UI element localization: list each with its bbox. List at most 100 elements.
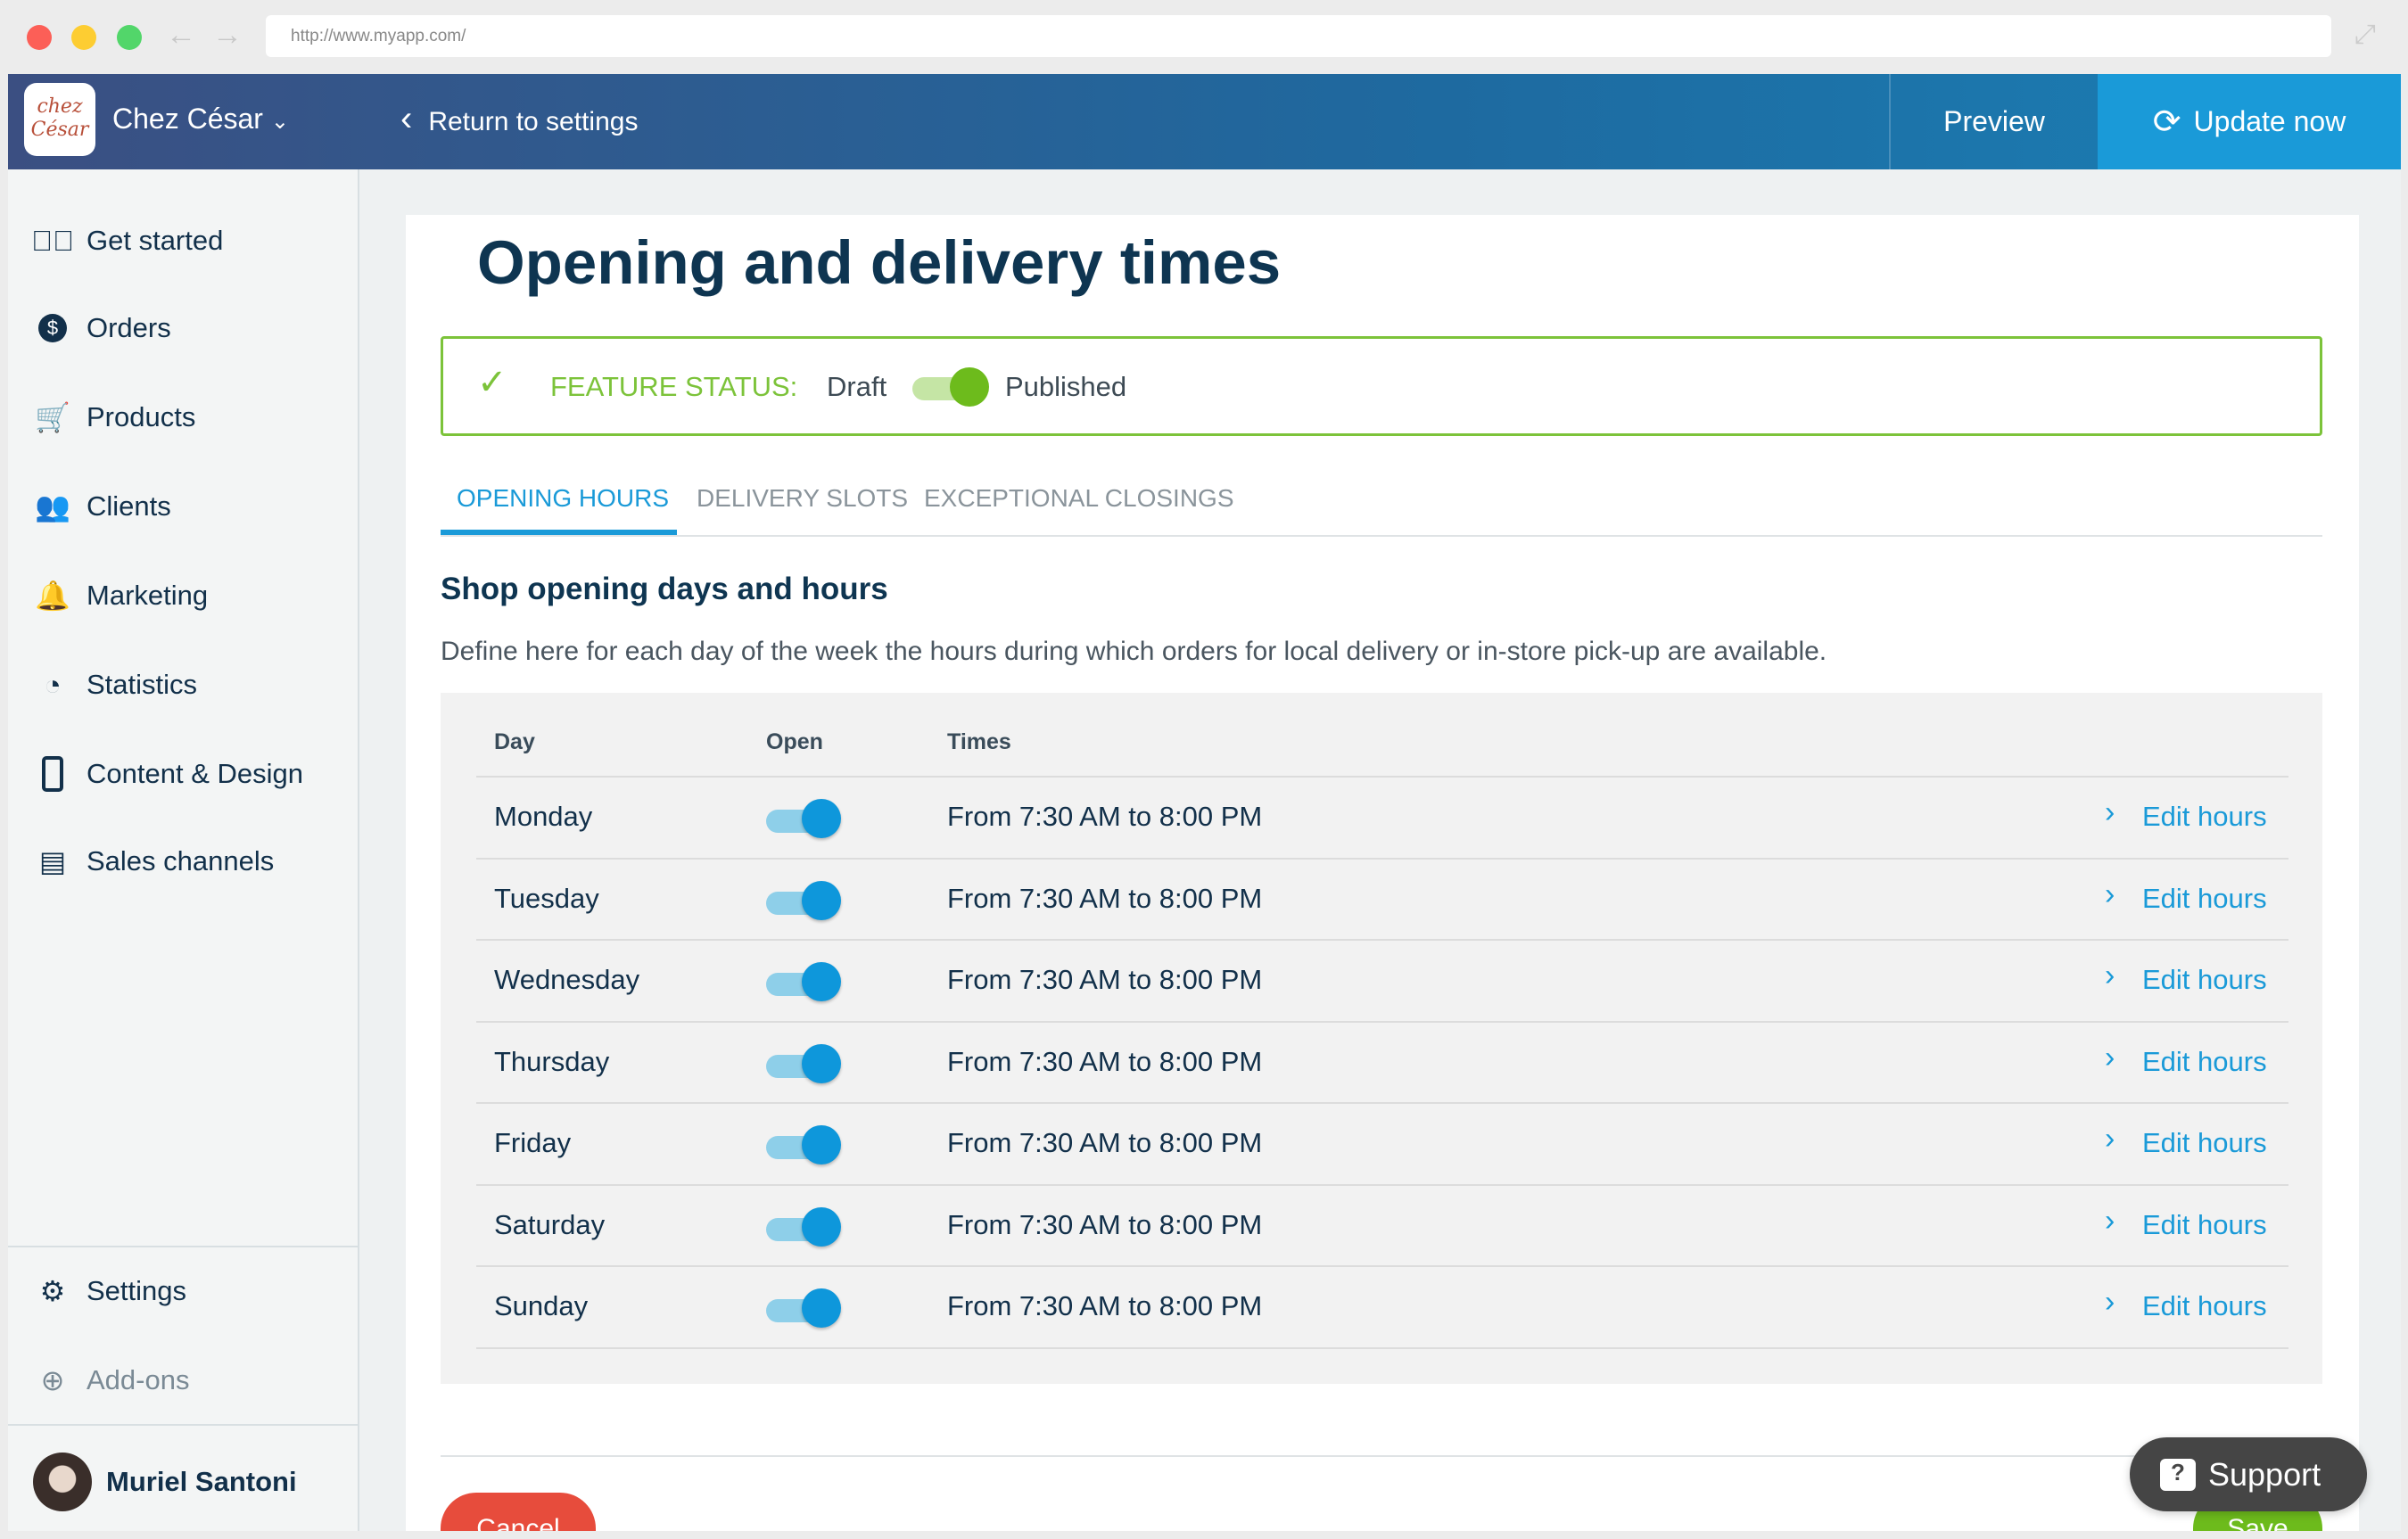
times-text: From 7:30 AM to 8:00 PM <box>947 1045 1263 1077</box>
tab-opening-hours[interactable]: OPENING HOURS <box>457 484 670 512</box>
page-title: Opening and delivery times <box>477 228 1282 297</box>
times-text: From 7:30 AM to 8:00 PM <box>947 1208 1263 1240</box>
store-icon: ▤ <box>38 845 67 877</box>
sidebar-item-marketing[interactable]: 🔔 Marketing <box>8 560 358 631</box>
times-text: From 7:30 AM to 8:00 PM <box>947 1290 1263 1321</box>
user-profile[interactable]: Muriel Santoni <box>8 1446 358 1518</box>
feature-status-box: ✓ FEATURE STATUS: Draft Published <box>441 336 2322 436</box>
check-circle-icon: ✓⃝ <box>31 224 74 257</box>
day-name: Saturday <box>494 1208 606 1240</box>
help-chat-icon: ? <box>2160 1458 2196 1491</box>
column-header-open: Open <box>766 729 823 754</box>
back-arrow-icon[interactable]: ← <box>166 18 196 52</box>
column-header-day: Day <box>494 729 535 754</box>
sidebar-item-clients[interactable]: 👥 Clients <box>8 471 358 542</box>
open-toggle[interactable] <box>766 1288 841 1328</box>
sidebar-item-label: Settings <box>87 1275 187 1306</box>
plus-circle-icon: ⊕ <box>40 1364 65 1396</box>
sidebar-item-label: Statistics <box>87 669 198 700</box>
cancel-button[interactable]: Cancel <box>441 1493 596 1531</box>
chevron-right-icon[interactable]: › <box>2105 1122 2115 1156</box>
sidebar-item-get-started[interactable]: ✓⃝ Get started <box>8 205 358 276</box>
sidebar-item-content-design[interactable]: Content & Design <box>8 738 358 810</box>
phone-icon <box>35 756 70 792</box>
return-to-settings-link[interactable]: ‹ Return to settings <box>400 99 638 139</box>
sidebar-item-sales-channels[interactable]: ▤ Sales channels <box>8 826 358 897</box>
preview-button[interactable]: Preview <box>1889 74 2098 169</box>
chevron-down-icon: ⌄ <box>270 110 289 134</box>
times-text: From 7:30 AM to 8:00 PM <box>947 801 1263 832</box>
feature-status-label: FEATURE STATUS: <box>550 371 798 402</box>
update-label: Update now <box>2193 105 2346 137</box>
sidebar-item-label: Content & Design <box>87 758 303 789</box>
sidebar-item-products[interactable]: 🛒 Products <box>8 382 358 453</box>
support-button[interactable]: ? Support <box>2130 1437 2367 1511</box>
tabs-divider <box>441 535 2322 537</box>
sidebar-item-settings[interactable]: ⚙ Settings <box>8 1255 358 1327</box>
table-bottom-border <box>476 1347 2288 1349</box>
chevron-right-icon[interactable]: › <box>2105 959 2115 992</box>
users-icon: 👥 <box>35 490 70 523</box>
open-toggle[interactable] <box>766 962 841 1001</box>
update-now-button[interactable]: ⟳ Update now <box>2098 74 2401 169</box>
open-toggle[interactable] <box>766 880 841 920</box>
chevron-right-icon[interactable]: › <box>2105 1285 2115 1319</box>
edit-hours-link[interactable]: Edit hours <box>2142 882 2267 914</box>
window-maximize-button[interactable] <box>117 25 142 50</box>
active-tab-indicator <box>441 530 677 535</box>
published-label: Published <box>1005 371 1127 402</box>
section-description: Define here for each day of the week the… <box>441 637 1827 666</box>
sidebar-item-orders[interactable]: $ Orders <box>8 292 358 364</box>
return-label: Return to settings <box>428 107 639 136</box>
open-toggle[interactable] <box>766 1206 841 1247</box>
tab-exceptional-closings[interactable]: EXCEPTIONAL CLOSINGS <box>924 484 1234 512</box>
window-minimize-button[interactable] <box>71 25 96 50</box>
chevron-right-icon[interactable]: › <box>2105 1040 2115 1074</box>
sidebar-item-statistics[interactable]: ◔ Statistics <box>8 649 358 720</box>
day-name: Tuesday <box>494 882 599 914</box>
day-name: Monday <box>494 801 593 832</box>
sidebar-item-label: Products <box>87 401 196 432</box>
sidebar-item-label: Clients <box>87 490 171 522</box>
chevron-right-icon[interactable]: › <box>2105 795 2115 829</box>
hours-table <box>441 693 2322 1384</box>
gear-icon: ⚙ <box>39 1275 66 1307</box>
edit-hours-link[interactable]: Edit hours <box>2142 1127 2267 1158</box>
expand-icon[interactable]: ⤢ <box>2354 20 2376 49</box>
edit-hours-link[interactable]: Edit hours <box>2142 1045 2267 1077</box>
open-toggle[interactable] <box>766 1125 841 1165</box>
day-name: Wednesday <box>494 964 640 995</box>
shop-name: Chez César <box>112 103 263 135</box>
edit-hours-link[interactable]: Edit hours <box>2142 1290 2267 1321</box>
shop-logo: chez César <box>24 83 95 156</box>
chevron-right-icon[interactable]: › <box>2105 876 2115 911</box>
url-bar[interactable]: http://www.myapp.com/ <box>266 15 2331 57</box>
sidebar: ✓⃝ Get started $ Orders 🛒 Products 👥 Clients… <box>8 169 359 1531</box>
edit-hours-link[interactable]: Edit hours <box>2142 964 2267 995</box>
shop-switcher[interactable]: Chez César ⌄ <box>112 103 289 136</box>
times-text: From 7:30 AM to 8:00 PM <box>947 882 1263 914</box>
tab-delivery-slots[interactable]: DELIVERY SLOTS <box>697 484 909 512</box>
dollar-icon: $ <box>35 310 70 346</box>
forward-arrow-icon[interactable]: → <box>212 18 243 52</box>
table-row: Saturday From 7:30 AM to 8:00 PM › Edit … <box>476 1183 2288 1266</box>
sidebar-item-add-ons[interactable]: ⊕ Add-ons <box>8 1345 358 1416</box>
open-toggle[interactable] <box>766 1043 841 1083</box>
sidebar-divider <box>8 1246 358 1247</box>
day-name: Thursday <box>494 1045 610 1077</box>
table-row: Thursday From 7:30 AM to 8:00 PM › Edit … <box>476 1020 2288 1103</box>
sidebar-divider <box>8 1424 358 1426</box>
table-row: Tuesday From 7:30 AM to 8:00 PM › Edit h… <box>476 857 2288 940</box>
open-toggle[interactable] <box>766 799 841 838</box>
sidebar-item-label: Marketing <box>87 580 209 611</box>
chevron-right-icon[interactable]: › <box>2105 1203 2115 1238</box>
chevron-left-icon: ‹ <box>400 99 413 138</box>
edit-hours-link[interactable]: Edit hours <box>2142 1208 2267 1240</box>
window-close-button[interactable] <box>27 25 52 50</box>
publish-toggle[interactable] <box>912 366 993 408</box>
edit-hours-link[interactable]: Edit hours <box>2142 801 2267 832</box>
sidebar-item-label: Sales channels <box>87 845 275 876</box>
times-text: From 7:30 AM to 8:00 PM <box>947 964 1263 995</box>
browser-bottom-edge <box>406 1531 2401 1539</box>
avatar <box>33 1453 92 1511</box>
